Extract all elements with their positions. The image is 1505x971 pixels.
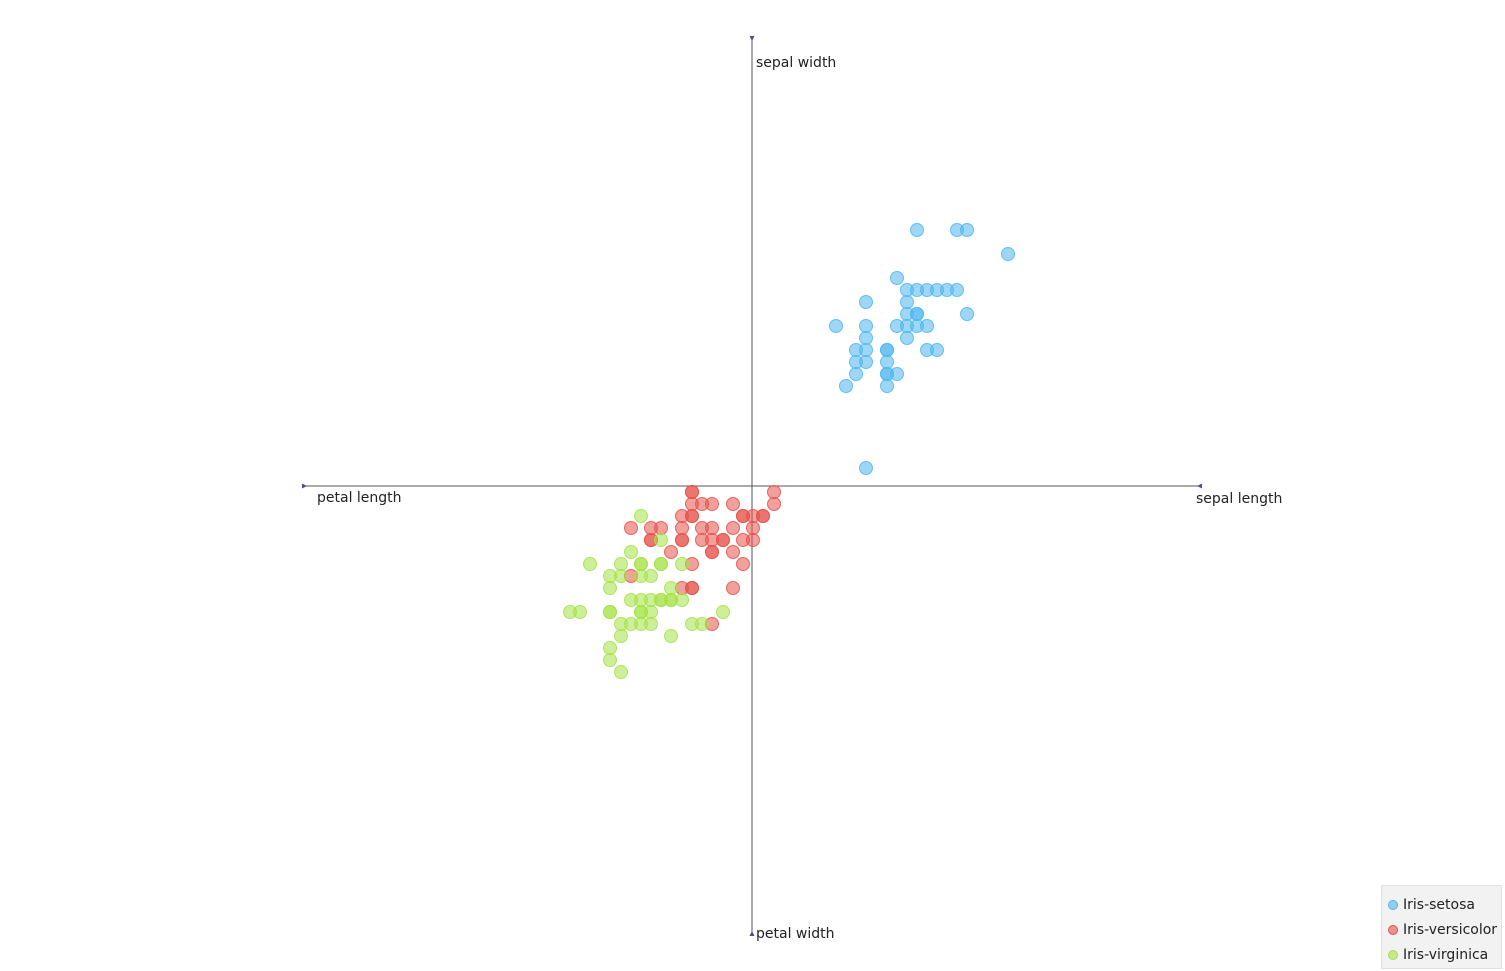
point-Iris-setosa-26 xyxy=(859,343,873,357)
point-Iris-versicolor-15 xyxy=(756,509,770,523)
point-Iris-virginica-31 xyxy=(716,605,730,619)
point-Iris-virginica-30 xyxy=(644,605,658,619)
point-Iris-virginica-42 xyxy=(614,665,628,679)
data-points xyxy=(563,223,1015,679)
legend-label: Iris-versicolor xyxy=(1403,921,1498,938)
point-Iris-virginica-25 xyxy=(573,605,587,619)
point-Iris-versicolor-23 xyxy=(746,521,760,535)
point-Iris-setosa-32 xyxy=(859,355,873,369)
point-Iris-setosa-34 xyxy=(849,367,863,381)
point-Iris-setosa-33 xyxy=(880,355,894,369)
point-Iris-setosa-28 xyxy=(880,343,894,357)
point-Iris-setosa-40 xyxy=(859,461,873,475)
point-Iris-setosa-24 xyxy=(859,331,873,345)
point-Iris-setosa-2 xyxy=(960,223,974,237)
axes xyxy=(302,36,1202,936)
point-Iris-virginica-6 xyxy=(634,557,648,571)
point-Iris-virginica-27 xyxy=(603,605,617,619)
legend-item-versicolor: Iris-versicolor xyxy=(1388,917,1501,942)
axis-label-petal-length: petal length xyxy=(317,490,402,506)
arrow-right-icon xyxy=(1197,483,1202,489)
axis-label-sepal-length: sepal length xyxy=(1196,491,1282,507)
point-Iris-setosa-18 xyxy=(859,319,873,333)
point-Iris-setosa-11 xyxy=(859,295,873,309)
axis-labels: sepal width petal width petal length sep… xyxy=(317,55,1282,942)
point-Iris-versicolor-34 xyxy=(664,545,678,559)
point-Iris-virginica-41 xyxy=(603,653,617,667)
legend-swatch-versicolor xyxy=(1388,924,1398,935)
point-Iris-versicolor-16 xyxy=(624,521,638,535)
point-Iris-virginica-1 xyxy=(654,533,668,547)
axis-label-sepal-width: sepal width xyxy=(756,55,836,71)
arrow-left-icon xyxy=(302,483,307,489)
point-Iris-virginica-8 xyxy=(654,557,668,571)
point-Iris-virginica-14 xyxy=(603,581,617,595)
point-Iris-virginica-0 xyxy=(634,509,648,523)
point-Iris-setosa-3 xyxy=(1001,247,1015,261)
point-Iris-virginica-23 xyxy=(675,593,689,607)
point-Iris-versicolor-1 xyxy=(685,485,699,499)
legend-label: Iris-virginica xyxy=(1403,946,1489,963)
point-Iris-versicolor-36 xyxy=(705,545,719,559)
point-Iris-versicolor-2 xyxy=(767,485,781,499)
point-Iris-versicolor-43 xyxy=(685,581,699,595)
point-Iris-setosa-17 xyxy=(829,319,843,333)
point-Iris-setosa-0 xyxy=(910,223,924,237)
legend-label: Iris-setosa xyxy=(1403,896,1475,913)
arrow-up-icon xyxy=(749,36,755,41)
point-Iris-virginica-9 xyxy=(675,557,689,571)
point-Iris-versicolor-10 xyxy=(675,509,689,523)
point-Iris-versicolor-6 xyxy=(726,497,740,511)
point-Iris-virginica-4 xyxy=(614,557,628,571)
point-Iris-versicolor-44 xyxy=(726,581,740,595)
point-Iris-setosa-16 xyxy=(960,307,974,321)
point-Iris-versicolor-19 xyxy=(675,521,689,535)
point-Iris-versicolor-7 xyxy=(767,497,781,511)
point-Iris-virginica-15 xyxy=(664,581,678,595)
point-Iris-versicolor-22 xyxy=(726,521,740,535)
point-Iris-setosa-12 xyxy=(900,295,914,309)
point-Iris-setosa-4 xyxy=(890,271,904,285)
point-Iris-virginica-3 xyxy=(583,557,597,571)
point-Iris-virginica-2 xyxy=(624,545,638,559)
point-Iris-versicolor-31 xyxy=(716,533,730,547)
point-Iris-virginica-37 xyxy=(695,617,709,631)
point-Iris-versicolor-5 xyxy=(705,497,719,511)
point-Iris-setosa-15 xyxy=(910,307,924,321)
point-Iris-setosa-38 xyxy=(839,379,853,393)
arrow-down-icon xyxy=(749,931,755,936)
series-Iris-setosa xyxy=(829,223,1015,475)
point-Iris-setosa-39 xyxy=(880,379,894,393)
point-Iris-setosa-10 xyxy=(950,283,964,297)
axis-label-petal-width: petal width xyxy=(756,926,835,942)
point-Iris-versicolor-18 xyxy=(654,521,668,535)
point-Iris-virginica-38 xyxy=(614,629,628,643)
point-Iris-setosa-30 xyxy=(930,343,944,357)
legend-item-virginica: Iris-virginica xyxy=(1388,942,1501,967)
point-Iris-versicolor-21 xyxy=(705,521,719,535)
legend: Iris-setosa Iris-versicolor Iris-virgini… xyxy=(1381,885,1502,969)
legend-swatch-setosa xyxy=(1388,899,1398,910)
point-Iris-setosa-23 xyxy=(900,331,914,345)
point-Iris-virginica-40 xyxy=(603,641,617,655)
point-Iris-virginica-35 xyxy=(644,617,658,631)
series-Iris-virginica xyxy=(563,509,730,679)
point-Iris-setosa-37 xyxy=(890,367,904,381)
point-Iris-virginica-39 xyxy=(664,629,678,643)
legend-item-setosa: Iris-setosa xyxy=(1388,892,1501,917)
point-Iris-setosa-22 xyxy=(920,319,934,333)
legend-swatch-virginica xyxy=(1388,949,1398,960)
point-Iris-virginica-13 xyxy=(644,569,658,583)
point-Iris-versicolor-27 xyxy=(675,533,689,547)
point-Iris-versicolor-38 xyxy=(736,557,750,571)
point-Iris-versicolor-33 xyxy=(746,533,760,547)
point-Iris-versicolor-37 xyxy=(726,545,740,559)
point-Iris-virginica-11 xyxy=(614,569,628,583)
